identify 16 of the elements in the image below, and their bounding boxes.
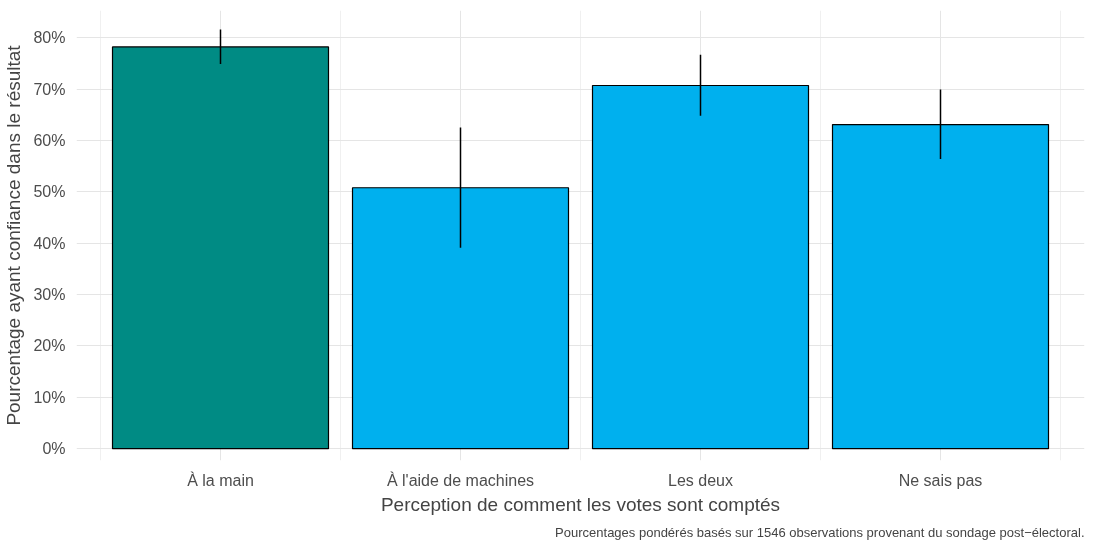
x-tick-label: Ne sais pas (898, 471, 983, 489)
x-axis-title: Perception de comment les votes sont comptés (380, 493, 781, 515)
y-tick-label: 50% (33, 183, 66, 201)
x-tick-label: À la main (187, 470, 254, 489)
y-tick-label: 30% (33, 286, 66, 304)
text: Pourcentages pondérés basés sur 1546 observations provenant du sondage post−électoral. (555, 524, 1085, 540)
y-tick-label: 70% (33, 80, 66, 98)
y-tick-label: 40% (33, 234, 66, 252)
y-tick-label: 80% (33, 29, 66, 47)
y-tick-label: 20% (33, 337, 66, 355)
y-tick-label: 10% (33, 388, 66, 406)
x-tick-label: Les deux (668, 471, 733, 489)
y-tick-label: 60% (33, 131, 66, 149)
y-axis-title: Pourcentage ayant confiance dans le résultat (3, 44, 25, 426)
x-tick-label: À l'aide de machines (386, 470, 535, 489)
y-tick-label: 0% (42, 440, 66, 458)
